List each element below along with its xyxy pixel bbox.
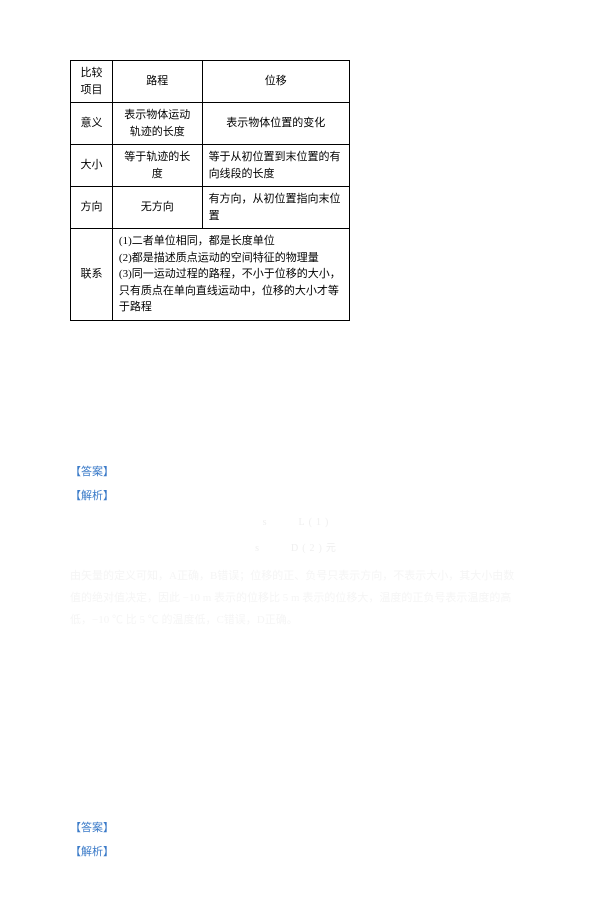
q6-analysis-line: 【解析】 — [70, 485, 525, 507]
q6-option-b: B．标量是既有大小又有方向的物理量 — [70, 389, 525, 411]
q6-option-a: A．矢量是既有大小又有方向的物理量 — [70, 365, 525, 387]
q6-stem: 6．关于矢量和标量，下列说法中正确的是( ) — [70, 341, 525, 363]
relation-label-cell: 联系 — [71, 229, 113, 321]
question-7-block: 7．氢气球升到离地面 80 m 的高空时从上面掉落下一物体，物体又上升了 10 … — [70, 675, 525, 907]
header-cell: 位移 — [202, 61, 349, 103]
comparison-table: 比较项目 路程 位移 意义 表示物体运动轨迹的长度 表示物体位置的变化 大小 等… — [70, 60, 350, 321]
formula-line-2: s D(2)元 — [70, 539, 525, 559]
answer-label: 【答案】 — [70, 822, 114, 834]
q6-answer-line: 【答案】AD — [70, 461, 525, 483]
analysis-label: 【解析】 — [70, 846, 114, 858]
q7-option-a: A．80 m，100 m — [70, 721, 525, 743]
cell: 无方向 — [112, 187, 202, 229]
q7-stem: 7．氢气球升到离地面 80 m 的高空时从上面掉落下一物体，物体又上升了 10 … — [70, 675, 525, 719]
cell: 等于从初位置到末位置的有向线段的长度 — [202, 145, 349, 187]
table-row: 方向 无方向 有方向，从初位置指向末位置 — [71, 187, 350, 229]
q7-answer-line: 【答案】B — [70, 817, 525, 839]
cell: 大小 — [71, 145, 113, 187]
q7-analysis-text: 初位置是离地面 80 m 的高空，末位置是地面，位移大小为初位置到末位置的有向线… — [70, 846, 516, 902]
q6-option-d: D．−10 ℃ 比 5 ℃ 的温度低 — [70, 437, 525, 459]
cell: 方向 — [71, 187, 113, 229]
header-cell: 比较项目 — [71, 61, 113, 103]
q7-option-d: D．−80 m，80 m — [70, 793, 525, 815]
answer-label: 【答案】 — [70, 466, 114, 478]
relation-text-cell: (1)二者单位相同，都是长度单位 (2)都是描述质点运动的空间特征的物理量 (3… — [112, 229, 349, 321]
table-row: 意义 表示物体运动轨迹的长度 表示物体位置的变化 — [71, 103, 350, 145]
q6-option-c: C．位移－10 m 比 5 m 小 — [70, 413, 525, 435]
cell: 表示物体运动轨迹的长度 — [112, 103, 202, 145]
answer-text: B — [114, 822, 121, 834]
cell: 有方向，从初位置指向末位置 — [202, 187, 349, 229]
table-header-row: 比较项目 路程 位移 — [71, 61, 350, 103]
cell: 意义 — [71, 103, 113, 145]
table-relation-row: 联系 (1)二者单位相同，都是长度单位 (2)都是描述质点运动的空间特征的物理量… — [71, 229, 350, 321]
q6-analysis-text: 由矢量的定义可知，A正确，B错误；位移的正、负号只表示方向，不表示大小，其大小由… — [70, 565, 525, 631]
cell: 表示物体位置的变化 — [202, 103, 349, 145]
q7-option-c: C．80 m，80 m — [70, 769, 525, 791]
header-cell: 路程 — [112, 61, 202, 103]
answer-text: AD — [114, 466, 130, 478]
table-row: 大小 等于轨迹的长度 等于从初位置到末位置的有向线段的长度 — [71, 145, 350, 187]
question-6-block: 6．关于矢量和标量，下列说法中正确的是( ) A．矢量是既有大小又有方向的物理量… — [70, 341, 525, 631]
q7-analysis-line: 【解析】初位置是离地面 80 m 的高空，末位置是地面，位移大小为初位置到末位置… — [70, 841, 525, 907]
q7-option-b: B．−80 m，100 m — [70, 745, 525, 767]
formula-line-1: s L(1) — [70, 513, 525, 533]
analysis-label: 【解析】 — [70, 490, 114, 502]
cell: 等于轨迹的长度 — [112, 145, 202, 187]
